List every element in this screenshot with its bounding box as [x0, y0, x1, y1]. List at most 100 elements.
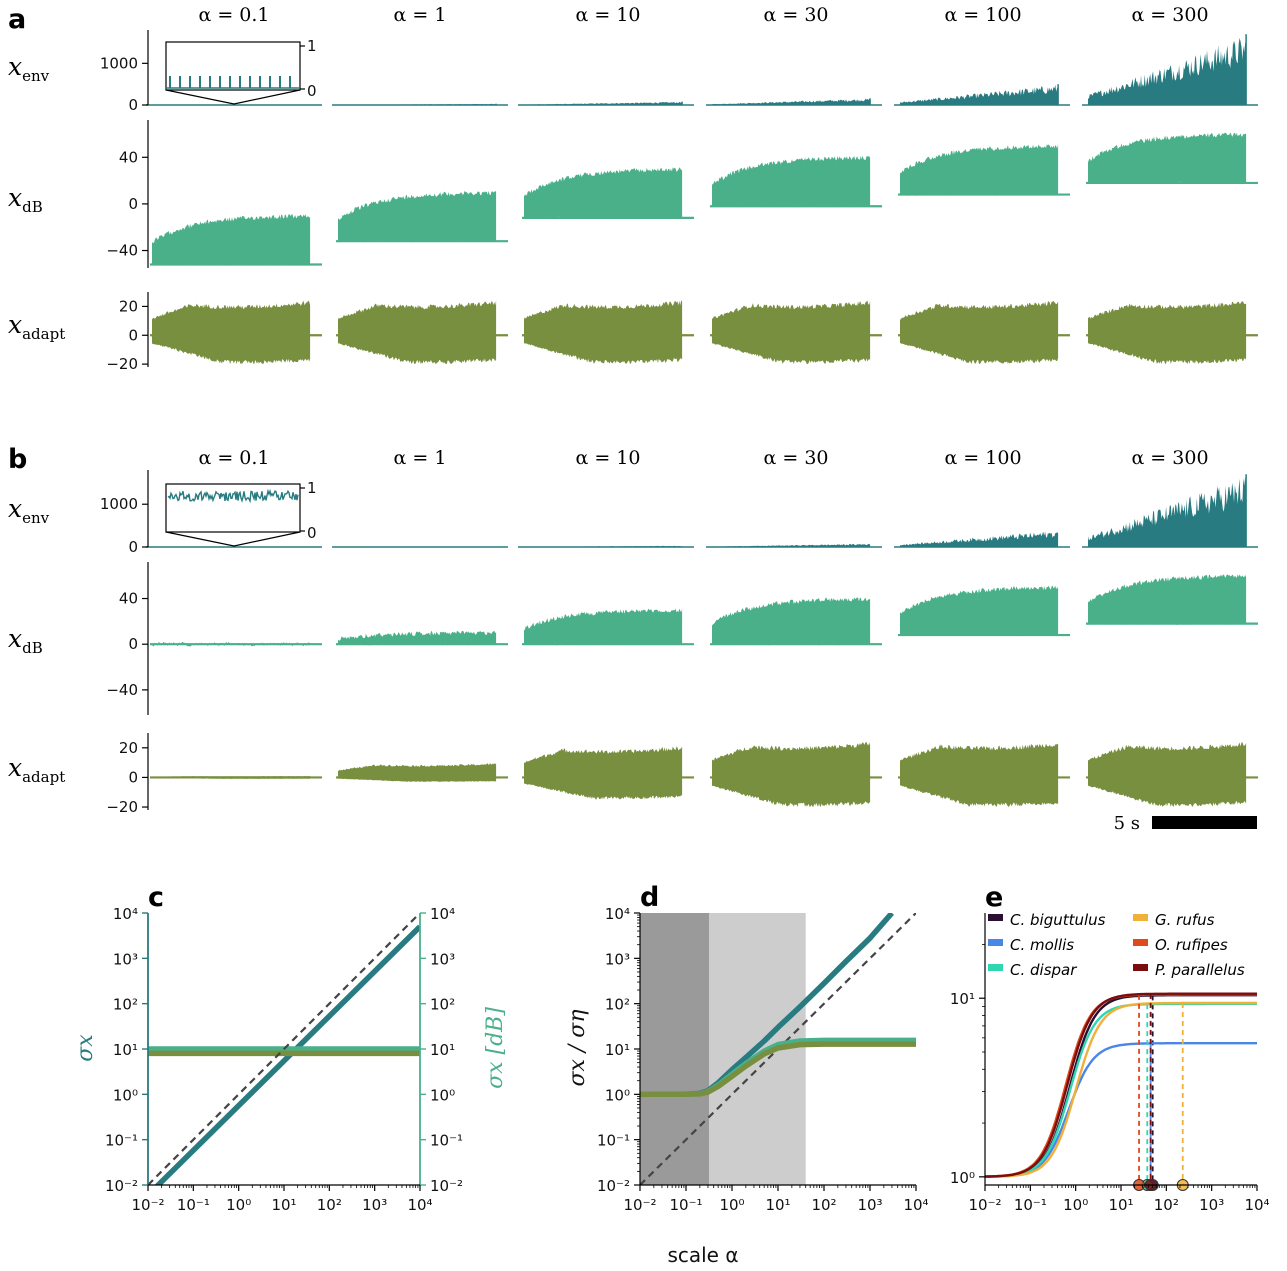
xtick-label-c-4: 10²: [317, 1196, 342, 1214]
inset-b-box: [165, 483, 301, 533]
alpha-title-a-0: α = 0.1: [198, 4, 269, 26]
ytick-label-d-4: 10²: [605, 996, 630, 1014]
inset-b-tick-label-1: 1: [307, 479, 317, 497]
panel-letter-b: b: [8, 444, 27, 475]
ytick-label-d-6: 10⁴: [605, 905, 630, 923]
e-legend-swatch-4: [1133, 939, 1148, 946]
trace-b-env-1: [338, 546, 497, 547]
ytick-label-a-db-0: −40: [106, 242, 138, 260]
ytick-label-b-env-0: 0: [128, 538, 138, 556]
axes-layer: [142, 30, 1258, 1191]
alpha-title-a-5: α = 300: [1131, 4, 1208, 26]
e-curve-0: [985, 994, 1257, 1178]
trace-a-adapt-5: [1088, 301, 1247, 364]
alpha-title-b-2: α = 10: [575, 447, 640, 469]
alpha-title-a-3: α = 30: [763, 4, 828, 26]
ytick-label-d-1: 10⁻¹: [597, 1132, 630, 1150]
ytick-label-d-3: 10¹: [605, 1041, 630, 1059]
trace-b-db-0: [152, 642, 311, 647]
d-shade-0: [640, 913, 710, 1185]
xtick-label-c-2: 10⁰: [226, 1196, 251, 1214]
trace-a-env-5: [1088, 38, 1247, 105]
ytick-label-c-left-2: 10⁰: [113, 1086, 138, 1104]
xtick-label-d-4: 10²: [811, 1196, 836, 1214]
trace-a-env-4: [900, 85, 1059, 105]
e-curve-3: [985, 1001, 1257, 1178]
trace-b-adapt-5: [1088, 742, 1247, 807]
xtick-label-e-6: 10⁴: [1244, 1196, 1269, 1214]
xtick-label-c-3: 10¹: [271, 1196, 296, 1214]
inset-a-pointer: [165, 89, 301, 105]
trace-a-adapt-4: [900, 301, 1059, 364]
text-layer: a b c d e α = 0.1 α = 1 α = 10 α = 30 α …: [8, 4, 1270, 1267]
c-identity-line: [148, 913, 420, 1185]
ytick-label-a-db-2: 40: [119, 148, 138, 166]
trace-b-env-5: [1088, 477, 1247, 547]
ytick-label-a-env-1: 1000: [100, 54, 138, 72]
d-ylabel: σx / ση: [565, 1009, 590, 1086]
ytick-label-d-5: 10³: [605, 950, 630, 968]
ytick-label-e-0: 10⁰: [950, 1169, 975, 1187]
e-legend-swatch-2: [988, 964, 1003, 971]
trace-a-adapt-2: [524, 300, 683, 364]
trace-a-db-2: [524, 167, 683, 220]
trace-a-env-2: [524, 101, 683, 105]
e-legend-label-2: C. dispar: [1010, 961, 1077, 979]
row-label-a-adapt: xadapt: [8, 310, 65, 343]
panel-letter-c: c: [148, 882, 164, 913]
e-legend-label-1: C. mollis: [1010, 936, 1074, 954]
ytick-label-a-db-1: 0: [128, 195, 138, 213]
alpha-title-b-0: α = 0.1: [198, 447, 269, 469]
trace-a-db-4: [900, 144, 1059, 196]
e-legend-swatch-5: [1133, 964, 1148, 971]
trace-b-adapt-2: [524, 746, 683, 800]
e-curve-5: [985, 992, 1257, 1178]
ytick-label-c-right-4: 10²: [430, 996, 455, 1014]
ytick-label-b-db-1: 0: [128, 635, 138, 653]
trace-a-env-1: [338, 103, 497, 105]
xtick-label-e-2: 10⁰: [1063, 1196, 1088, 1214]
trace-b-adapt-3: [712, 742, 871, 807]
inset-b-pointer: [165, 531, 301, 547]
alpha-title-b-3: α = 30: [763, 447, 828, 469]
ytick-label-c-left-4: 10²: [113, 996, 138, 1014]
row-label-a-db: xdB: [8, 183, 43, 216]
e-curve-4: [985, 993, 1257, 1178]
d-line-adapt: [640, 1041, 916, 1098]
inset-b-noise: [167, 488, 299, 504]
trace-a-db-3: [712, 155, 871, 208]
trace-a-adapt-3: [712, 300, 871, 365]
panel-letter-a: a: [8, 4, 26, 35]
ytick-label-c-left-6: 10⁴: [113, 905, 138, 923]
ytick-label-b-adapt-0: −20: [106, 798, 138, 816]
trace-b-env-4: [900, 531, 1059, 547]
trace-a-db-1: [338, 191, 497, 243]
ytick-label-c-right-2: 10⁰: [430, 1086, 455, 1104]
c-line-env: [154, 924, 420, 1185]
ytick-label-c-right-6: 10⁴: [430, 905, 455, 923]
e-legend-label-4: O. rufipes: [1155, 936, 1228, 954]
trace-b-adapt-4: [900, 743, 1059, 807]
xtick-label-d-0: 10⁻²: [623, 1196, 656, 1214]
e-legend-label-0: C. biguttulus: [1010, 911, 1106, 929]
scale-bar-label: 5 s: [1114, 813, 1140, 834]
trace-a-env-3: [712, 98, 871, 105]
e-curve-2: [985, 1002, 1257, 1178]
trace-a-adapt-0: [152, 300, 311, 365]
xtick-label-d-6: 10⁴: [903, 1196, 928, 1214]
ytick-label-a-env-0: 0: [128, 96, 138, 114]
alpha-title-b-4: α = 100: [944, 447, 1021, 469]
ytick-label-a-adapt-1: 0: [128, 326, 138, 344]
inset-b-tick-label-0: 0: [307, 524, 317, 542]
ytick-label-d-2: 10⁰: [605, 1086, 630, 1104]
xtick-label-e-4: 10²: [1154, 1196, 1179, 1214]
trace-b-env-2: [524, 545, 683, 547]
inset-a-tick-label-1: 1: [307, 37, 317, 55]
xtick-label-d-3: 10¹: [765, 1196, 790, 1214]
ytick-label-c-left-0: 10⁻²: [105, 1177, 138, 1195]
x-axis-label: scale α: [667, 1243, 738, 1267]
e-curve-1: [985, 1041, 1257, 1178]
row-label-b-adapt: xadapt: [8, 753, 65, 786]
xtick-label-c-5: 10³: [362, 1196, 387, 1214]
ytick-label-c-right-1: 10⁻¹: [430, 1132, 463, 1150]
